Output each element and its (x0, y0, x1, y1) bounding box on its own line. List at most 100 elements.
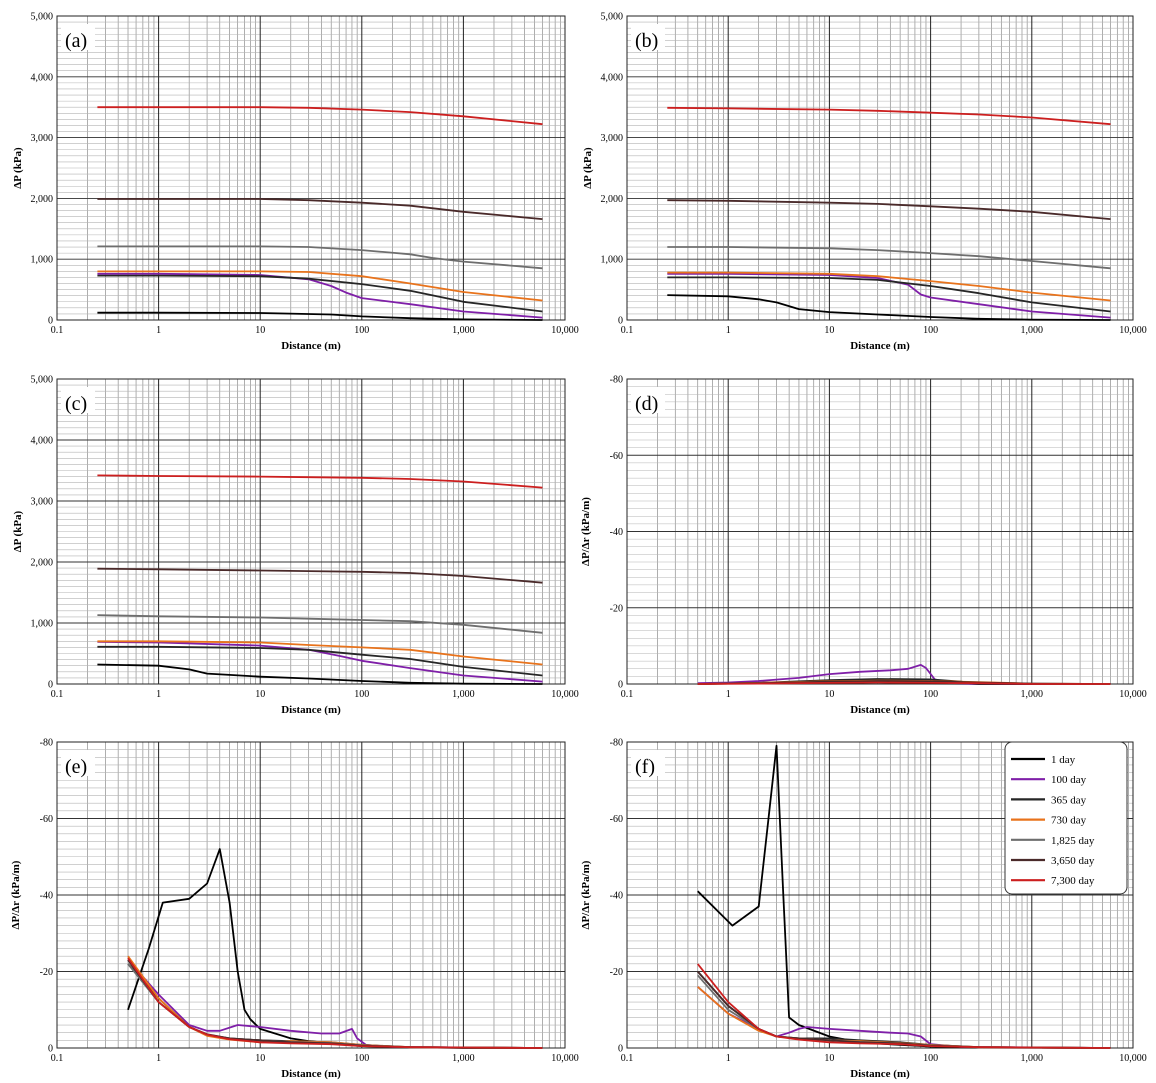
legend-label: 365 day (1051, 794, 1087, 806)
x-tick-label: 0.1 (621, 325, 634, 336)
series-line-3 (667, 276, 1111, 313)
y-tick-label: 2,000 (31, 558, 54, 569)
x-tick-label: 1,000 (452, 325, 475, 336)
y-tick-label: 4,000 (601, 72, 624, 83)
chart-panel-e: 0.1 1 10 100 1,000 10,000 0 -20 -40 -60 -80 Distanc… (10, 738, 579, 1081)
series-line-5 (127, 963, 543, 1049)
x-tick-label: 100 (354, 325, 369, 336)
series-line-6 (667, 199, 1111, 220)
x-tick-label: 10,000 (1119, 1053, 1147, 1064)
panel-label: (a) (65, 30, 87, 52)
legend-label: 3,650 day (1051, 855, 1095, 867)
y-tick-label: -60 (610, 814, 623, 825)
x-tick-label: 100 (923, 1053, 938, 1064)
x-tick-label: 100 (923, 689, 938, 700)
y-axis-label: ΔP/Δr (kPa/m) (580, 497, 592, 566)
panel-label-background (631, 24, 665, 50)
y-tick-label: 0 (618, 680, 623, 691)
legend: 1 day 100 day 365 day 730 day 1,825 day 3,650… (1004, 741, 1128, 895)
panel-label-background (61, 24, 95, 50)
y-tick-label: 3,000 (31, 497, 54, 508)
legend-label: 730 day (1051, 815, 1087, 827)
series-line-2 (667, 272, 1111, 319)
x-tick-label: 1 (726, 1053, 731, 1064)
x-tick-label: 0.1 (51, 325, 64, 336)
y-tick-label: 0 (618, 1044, 623, 1055)
series-line-3 (127, 963, 543, 1049)
series-line-7 (97, 106, 543, 126)
y-axis-label: ΔP (kPa) (12, 510, 24, 552)
series-line-5 (697, 974, 1111, 1049)
grid (56, 378, 566, 685)
x-tick-label: 1 (156, 1053, 161, 1064)
y-tick-label: 4,000 (31, 436, 54, 447)
y-tick-label: 5,000 (31, 375, 54, 386)
chart-panel-a: 0.1 1 10 100 1,000 10,000 0 1,000 2,000 3,000 4,00… (12, 12, 579, 353)
y-tick-label: 3,000 (31, 133, 54, 144)
plot-frame (56, 15, 566, 321)
x-tick-label: 10 (824, 1053, 834, 1064)
y-tick-label: 2,000 (31, 194, 54, 205)
x-axis-label: Distance (m) (281, 704, 341, 716)
x-tick-label: 1,000 (452, 689, 475, 700)
series-line-6 (97, 567, 543, 584)
x-axis-label: Distance (m) (850, 1068, 910, 1080)
x-tick-label: 10,000 (551, 1053, 579, 1064)
grid (626, 378, 1134, 685)
x-tick-label: 1,000 (1021, 689, 1044, 700)
panel-label: (b) (635, 30, 658, 52)
x-tick-label: 0.1 (51, 1053, 64, 1064)
y-tick-label: -80 (40, 738, 53, 749)
y-tick-label: 1,000 (31, 255, 54, 266)
y-tick-label: -20 (610, 967, 623, 978)
panel-label: (d) (635, 393, 658, 415)
plot-frame (56, 741, 566, 1049)
plot-frame (56, 378, 566, 685)
x-tick-label: 0.1 (621, 1053, 634, 1064)
x-tick-label: 10 (255, 1053, 265, 1064)
series-line-4 (667, 271, 1111, 302)
y-tick-label: -20 (40, 967, 53, 978)
y-tick-label: 0 (48, 1044, 53, 1055)
series-line-7 (127, 957, 543, 1049)
panel-label: (f) (635, 756, 655, 778)
x-tick-label: 10 (255, 325, 265, 336)
chart-panel-b: 0.1 1 10 100 1,000 10,000 0 1,000 2,000 3,000 4,00… (582, 12, 1147, 353)
panel-label-background (61, 750, 95, 776)
y-axis-label: ΔP (kPa) (12, 147, 24, 189)
series-line-7 (696, 963, 1111, 1049)
legend-label: 7,300 day (1051, 875, 1095, 887)
x-tick-label: 1 (156, 325, 161, 336)
series-line-7 (97, 474, 543, 489)
series-line-7 (697, 681, 1111, 685)
y-tick-label: 0 (48, 316, 53, 327)
y-axis-label: ΔP/Δr (kPa/m) (580, 860, 592, 929)
x-tick-label: 1,000 (452, 1053, 475, 1064)
x-tick-label: 10 (255, 689, 265, 700)
y-tick-label: 5,000 (601, 12, 624, 23)
chart-panel-c: 0.1 1 10 100 1,000 10,000 0 1,000 2,000 3,000 4,00… (12, 375, 579, 717)
x-tick-label: 1,000 (1021, 325, 1044, 336)
y-axis-label: ΔP (kPa) (582, 147, 594, 189)
series-line-4 (97, 640, 543, 666)
y-tick-label: 0 (618, 316, 623, 327)
x-tick-label: 10,000 (551, 325, 579, 336)
series-line-1 (667, 294, 1111, 321)
x-tick-label: 1 (156, 689, 161, 700)
panel-label: (c) (65, 393, 87, 415)
x-axis-label: Distance (m) (281, 1068, 341, 1080)
grid (56, 741, 566, 1049)
x-axis-label: Distance (m) (850, 704, 910, 716)
y-tick-label: -40 (610, 527, 623, 538)
series-line-2 (127, 959, 543, 1049)
series-line-4 (97, 270, 543, 302)
series-line-1 (97, 663, 543, 685)
y-tick-label: 3,000 (601, 133, 624, 144)
x-axis-label: Distance (m) (281, 340, 341, 352)
y-tick-label: -80 (610, 738, 623, 749)
plot-frame (626, 741, 1134, 1049)
x-tick-label: 1 (726, 689, 731, 700)
x-axis-label: Distance (m) (850, 340, 910, 352)
x-tick-label: 0.1 (51, 689, 64, 700)
